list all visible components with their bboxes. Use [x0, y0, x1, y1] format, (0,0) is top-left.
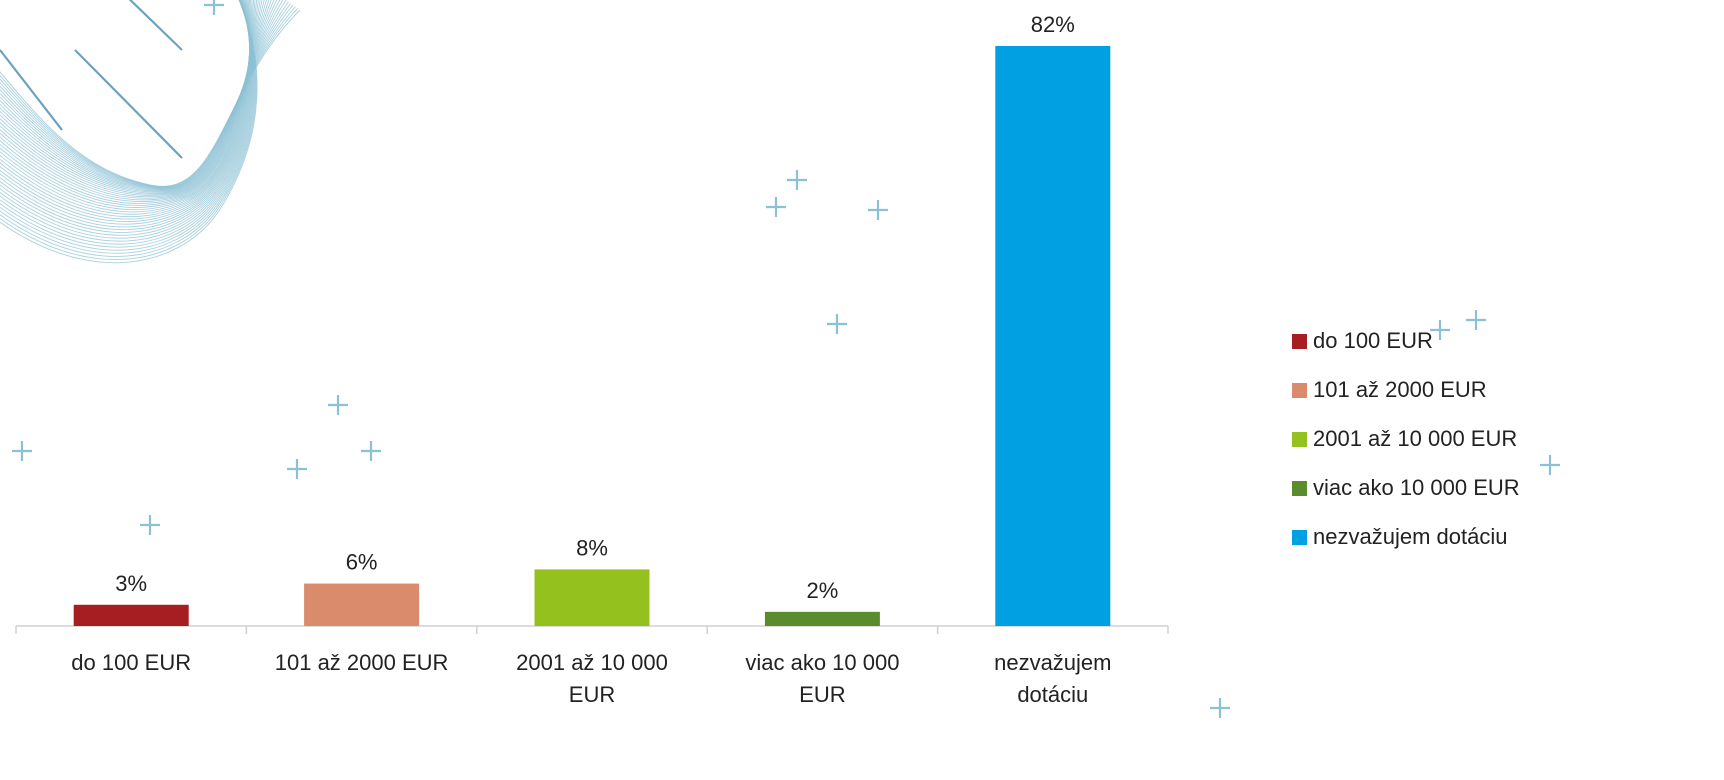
wave-line	[0, 0, 258, 264]
plus-sign-icon	[868, 200, 888, 220]
legend-label: do 100 EUR	[1313, 328, 1433, 353]
plus-sign-icon	[1210, 698, 1230, 718]
wave-line	[0, 0, 257, 260]
x-axis	[15, 625, 1169, 634]
bar	[534, 569, 650, 626]
wave-line	[0, 0, 256, 254]
legend-label: 101 až 2000 EUR	[1313, 377, 1487, 402]
plus-sign-icon	[204, 0, 224, 15]
accent-stroke	[74, 49, 183, 159]
data-label: 8%	[576, 535, 608, 560]
data-label: 6%	[346, 550, 378, 575]
legend-item: 101 až 2000 EUR	[1292, 379, 1520, 401]
plus-sign-icon	[787, 170, 807, 190]
wave-line	[0, 0, 253, 239]
bar	[764, 611, 880, 626]
category-tick-label: 2001 až 10 000 EUR	[516, 650, 668, 707]
category-tick-label: 101 až 2000 EUR	[275, 650, 449, 675]
wave-line	[0, 0, 254, 245]
plus-sign-icon	[328, 395, 348, 415]
wave-line	[0, 0, 255, 251]
wave-pattern-decoration	[0, 0, 301, 264]
data-label: 2%	[807, 578, 839, 603]
wave-line	[0, 0, 278, 192]
legend: do 100 EUR 101 až 2000 EUR 2001 až 10 00…	[1292, 330, 1520, 548]
bar	[304, 583, 420, 626]
accent-stroke	[0, 49, 63, 131]
bar	[995, 46, 1111, 626]
category-tick-labels: do 100 EUR 101 až 2000 EUR 2001 až 10 000 E…	[71, 650, 1111, 707]
plus-sign-icon	[1466, 310, 1486, 330]
legend-swatch	[1292, 431, 1307, 447]
legend-item: do 100 EUR	[1292, 330, 1520, 352]
legend-item: viac ako 10 000 EUR	[1292, 477, 1520, 499]
plus-sign-icon	[827, 314, 847, 334]
bar	[73, 604, 189, 626]
legend-swatch	[1292, 382, 1307, 398]
legend-label: nezvažujem dotáciu	[1313, 524, 1508, 549]
legend-label: 2001 až 10 000 EUR	[1313, 426, 1518, 451]
legend-swatch	[1292, 333, 1307, 349]
category-tick-label: do 100 EUR	[71, 650, 191, 675]
legend-swatch	[1292, 480, 1307, 496]
data-labels: 3% 6% 8% 2% 82%	[115, 12, 1075, 603]
plus-sign-icon	[766, 197, 786, 217]
plus-sign-icon	[361, 441, 381, 461]
plus-sign-icon	[1540, 455, 1560, 475]
wave-line	[0, 0, 254, 248]
data-label: 82%	[1031, 12, 1075, 37]
legend-label: viac ako 10 000 EUR	[1313, 475, 1520, 500]
data-label: 3%	[115, 571, 147, 596]
category-tick-label: viac ako 10 000 EUR	[745, 650, 899, 707]
plus-sign-icon	[12, 441, 32, 461]
plus-sign-decoration-icon	[12, 0, 1560, 718]
accent-stroke	[128, 0, 183, 51]
legend-item: nezvažujem dotáciu	[1292, 526, 1520, 548]
wave-line	[0, 0, 253, 242]
legend-swatch	[1292, 529, 1307, 545]
plus-sign-icon	[140, 515, 160, 535]
legend-item: 2001 až 10 000 EUR	[1292, 428, 1520, 450]
category-tick-label: nezvažujem dotáciu	[994, 650, 1111, 707]
wave-line	[0, 0, 272, 193]
bar-series	[73, 46, 1111, 626]
wave-line	[0, 0, 257, 257]
wave-line	[0, 0, 252, 236]
plus-sign-icon	[1430, 320, 1450, 340]
plus-sign-icon	[287, 459, 307, 479]
